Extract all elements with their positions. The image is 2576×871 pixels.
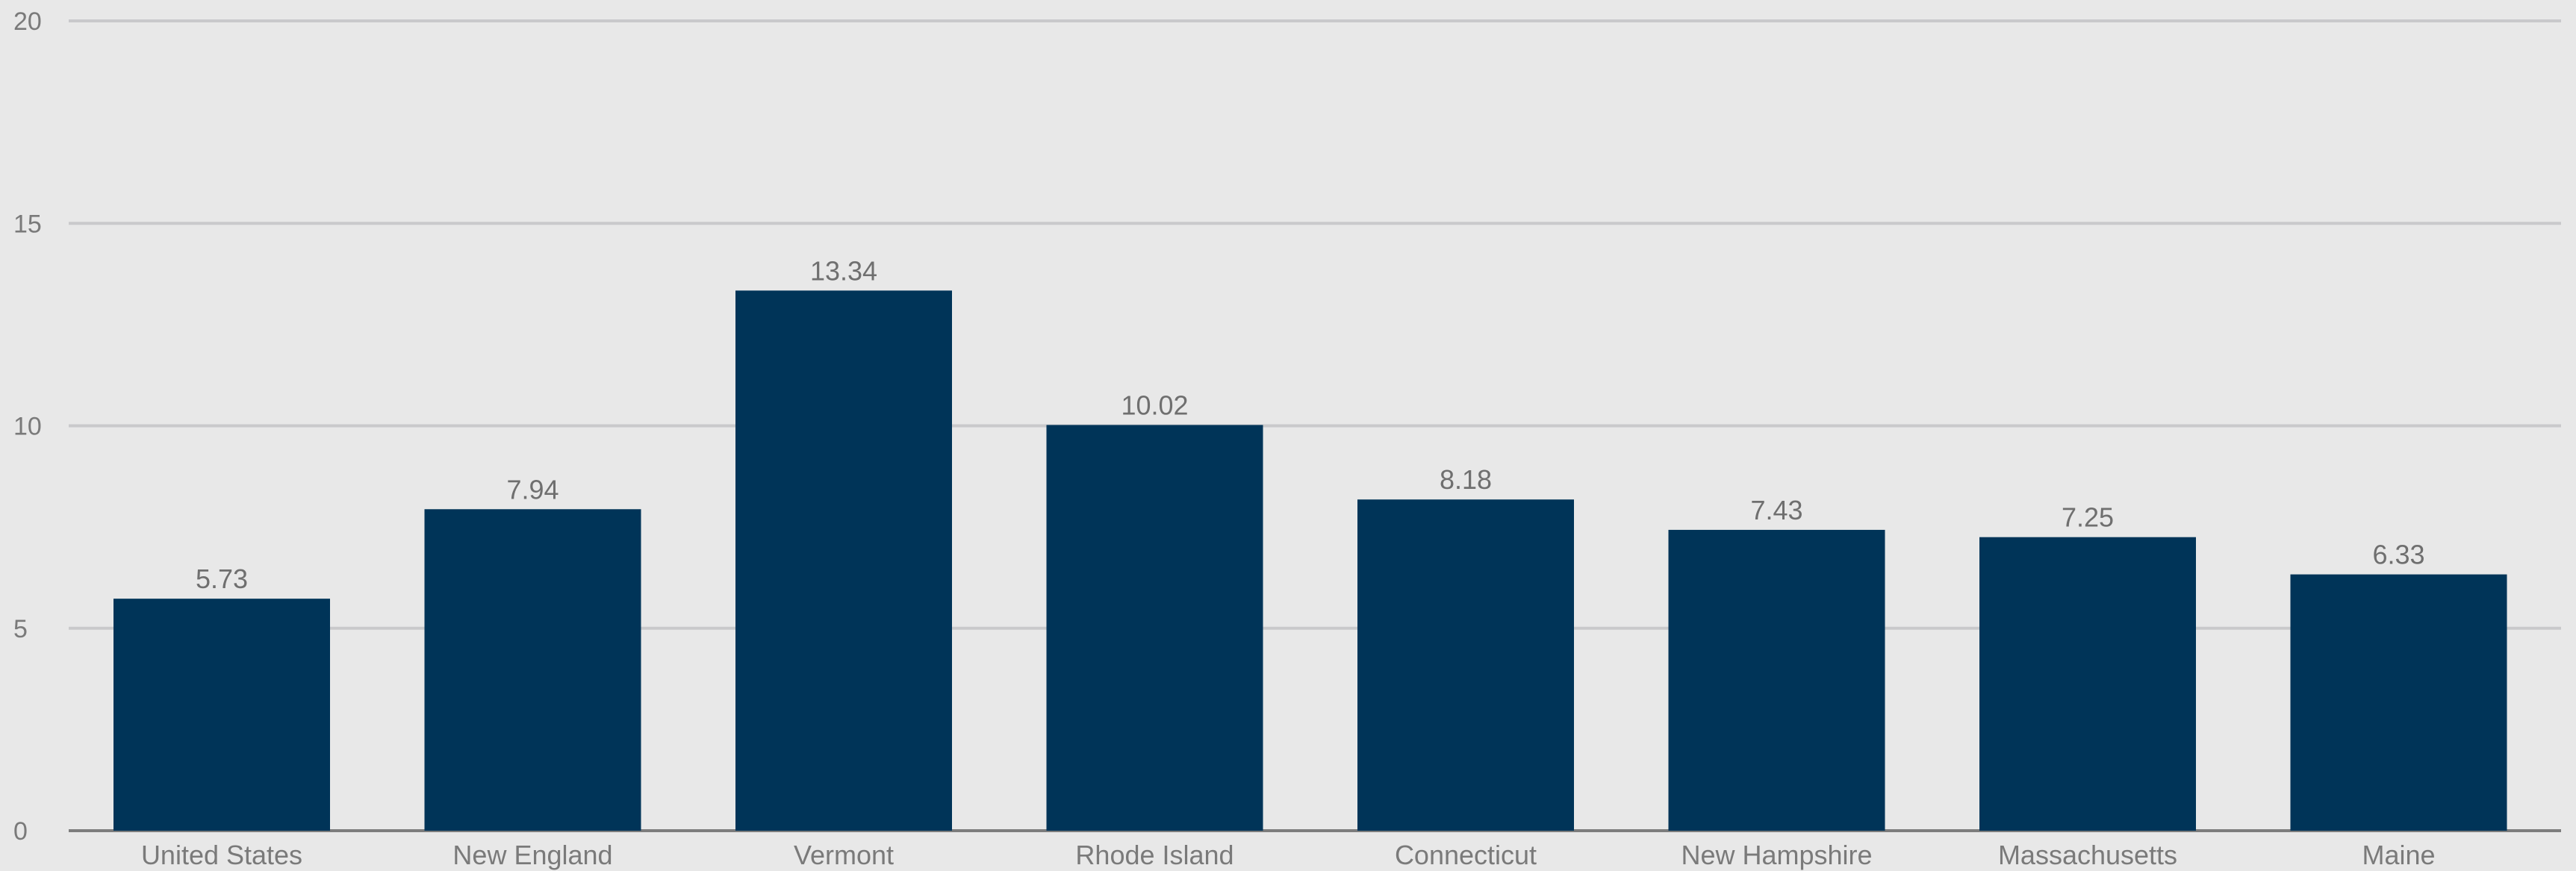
data-label: 5.73 bbox=[196, 564, 248, 594]
x-tick-label: Connecticut bbox=[1395, 840, 1537, 870]
data-label: 7.94 bbox=[506, 474, 559, 505]
x-axis-labels: United States New England Vermont Rhode Isl… bbox=[141, 840, 2436, 870]
y-tick-label: 5 bbox=[13, 615, 28, 643]
data-label: 6.33 bbox=[2372, 540, 2424, 570]
x-tick-label: United States bbox=[141, 840, 302, 870]
bar bbox=[735, 290, 952, 831]
data-label: 7.25 bbox=[2062, 502, 2114, 533]
bar bbox=[1668, 529, 1885, 831]
data-label: 10.02 bbox=[1121, 390, 1188, 420]
x-tick-label: Vermont bbox=[794, 840, 894, 870]
y-tick-label: 15 bbox=[13, 210, 42, 238]
y-tick-label: 20 bbox=[13, 7, 42, 36]
data-label: 8.18 bbox=[1440, 464, 1492, 495]
y-tick-label: 0 bbox=[13, 817, 28, 846]
bar bbox=[1046, 425, 1263, 831]
data-labels: 5.73 7.94 13.34 10.02 8.18 7.43 7.25 6.33 bbox=[196, 255, 2425, 594]
y-tick-label: 10 bbox=[13, 413, 42, 441]
y-axis-ticks: 0 5 10 15 20 bbox=[13, 7, 42, 846]
bars bbox=[113, 290, 2507, 831]
bar bbox=[1357, 499, 1574, 831]
bar bbox=[113, 599, 330, 831]
x-tick-label: Rhode Island bbox=[1075, 840, 1233, 870]
x-tick-label: Maine bbox=[2362, 840, 2435, 870]
x-tick-label: Massachusetts bbox=[1998, 840, 2177, 870]
x-tick-label: New England bbox=[452, 840, 612, 870]
data-label: 7.43 bbox=[1750, 495, 1802, 525]
bar bbox=[1979, 537, 2196, 831]
x-tick-label: New Hampshire bbox=[1681, 840, 1872, 870]
bar bbox=[424, 509, 641, 831]
data-label: 13.34 bbox=[810, 255, 877, 286]
bar bbox=[2290, 574, 2507, 831]
